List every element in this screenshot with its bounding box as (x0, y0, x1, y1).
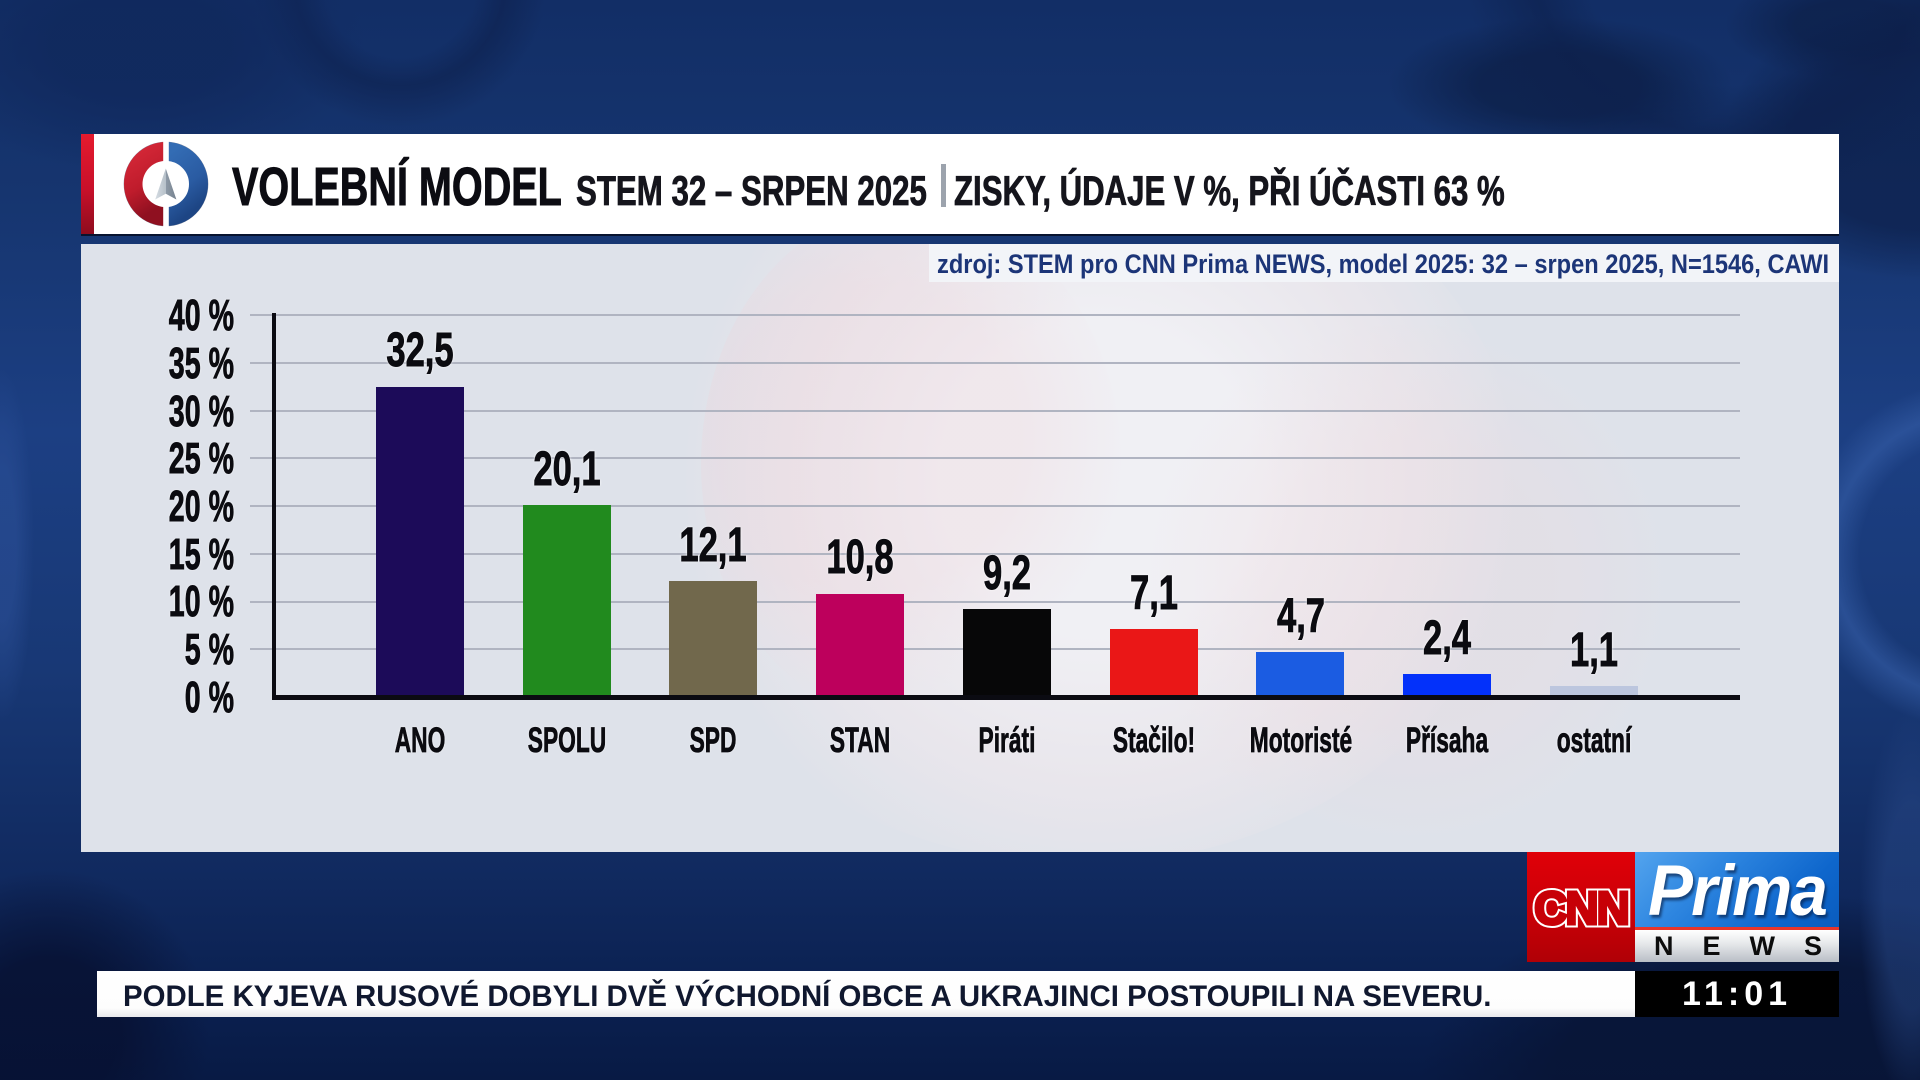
svg-text:CNN: CNN (1534, 882, 1628, 934)
svg-text:CNN: CNN (1534, 882, 1628, 934)
